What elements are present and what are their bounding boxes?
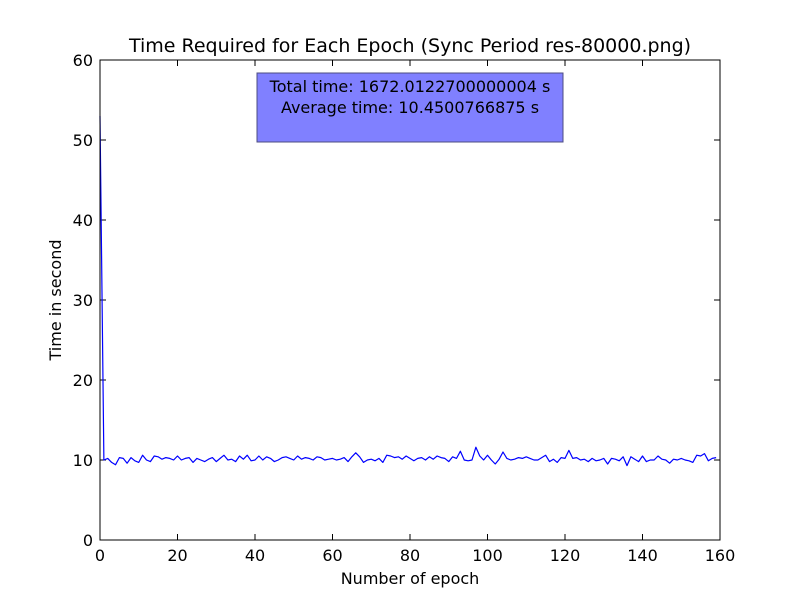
x-axis-label: Number of epoch xyxy=(341,569,480,588)
plot-frame xyxy=(99,59,721,541)
y-tick-label: 30 xyxy=(73,291,93,310)
x-tick-label: 20 xyxy=(167,546,187,565)
y-tick-label: 20 xyxy=(73,371,93,390)
annotation-average-time: Average time: 10.4500766875 s xyxy=(281,98,539,117)
x-tick-label: 60 xyxy=(322,546,342,565)
chart-title: Time Required for Each Epoch (Sync Perio… xyxy=(128,35,691,57)
x-tick-label: 140 xyxy=(627,546,658,565)
annotation-total-time: Total time: 1672.0122700000004 s xyxy=(269,77,551,96)
x-tick-label: 40 xyxy=(245,546,265,565)
annotation-background xyxy=(256,72,564,143)
y-tick-label: 60 xyxy=(73,51,93,70)
series-line xyxy=(99,115,717,467)
y-tick-label: 0 xyxy=(83,531,93,550)
y-tick-label: 10 xyxy=(73,451,93,470)
y-axis-label: Time in second xyxy=(46,240,65,362)
x-tick-label: 0 xyxy=(95,546,105,565)
x-tick-label: 80 xyxy=(400,546,420,565)
y-tick-label: 40 xyxy=(73,211,93,230)
x-tick-label: 100 xyxy=(472,546,503,565)
x-tick-label: 160 xyxy=(705,546,736,565)
y-tick-label: 50 xyxy=(73,131,93,150)
tick-labels: 0 20 40 60 80 100 120 140 160 0 10 20 30 40 50 60 xyxy=(73,51,736,565)
annotation-box: Total time: 1672.0122700000004 s Average… xyxy=(256,72,564,143)
x-tick-label: 120 xyxy=(550,546,581,565)
